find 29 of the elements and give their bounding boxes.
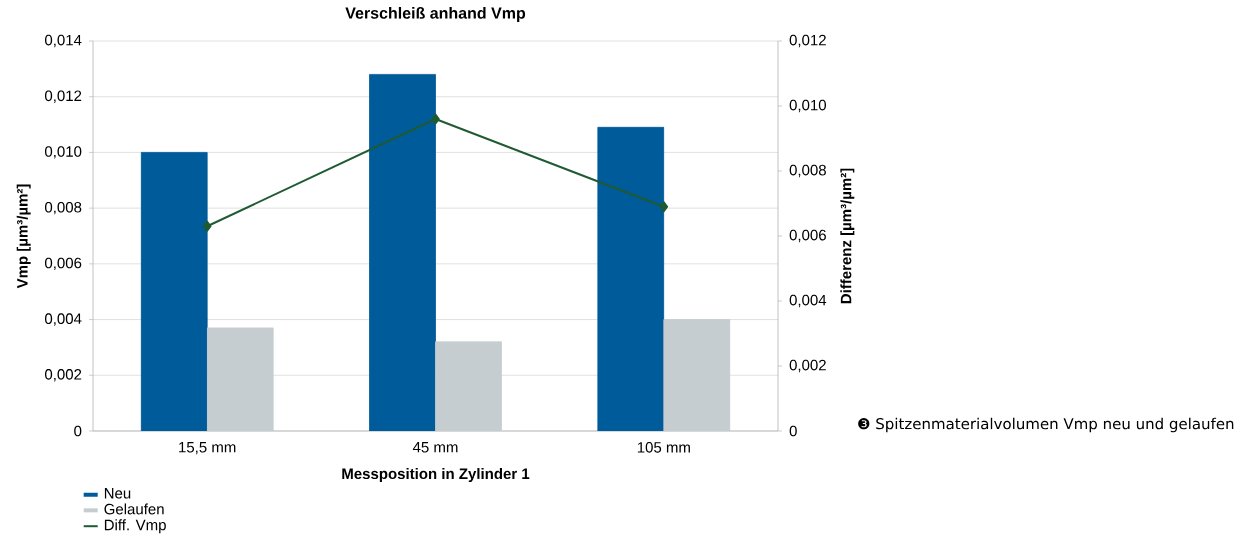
y-axis-title: Vmp [µm³/µm²] xyxy=(16,184,31,289)
y-tick-label: 0,010 xyxy=(45,146,82,159)
y-tick-label: 0,006 xyxy=(45,257,82,271)
y2-tick-label: 0,006 xyxy=(789,229,826,243)
y2-axis-title: Differenz [µm³/µm²] xyxy=(840,168,855,304)
x-tick-label: 15,5 mm xyxy=(179,442,236,455)
x-tick-label: 45 mm xyxy=(412,442,458,453)
y2-tick-label: 0 xyxy=(789,425,797,437)
y2-tick-label: 0,012 xyxy=(789,34,826,48)
legend-label: Neu xyxy=(104,488,131,499)
point xyxy=(659,201,669,213)
y-tick-label: 0,012 xyxy=(45,90,82,103)
legend-label: Diff. Vmp xyxy=(104,519,166,534)
x-tick-label: 105 mm xyxy=(637,442,690,453)
text: ❸ Spitzenmaterialvolumen Vmp neu und gelaufen xyxy=(858,417,1234,433)
y-tick-label: 0,008 xyxy=(45,201,82,215)
y2-tick-label: 0,008 xyxy=(789,164,826,178)
y2-tick-label: 0,010 xyxy=(789,99,827,113)
y-tick-label: 0,014 xyxy=(45,34,82,48)
point xyxy=(431,113,440,125)
y-tick-label: 0 xyxy=(74,425,82,437)
x-axis-title: Messposition in Zylinder 1 xyxy=(342,468,530,482)
point xyxy=(202,220,212,232)
y2-tick-label: 0,004 xyxy=(789,294,827,308)
y-tick-label: 0,004 xyxy=(45,313,82,326)
y2-tick-label: 0,002 xyxy=(789,359,826,373)
legend-label: Gelaufen xyxy=(104,503,164,515)
y-tick-label: 0,002 xyxy=(45,369,82,382)
chart-title: Verschleiß anhand Vmp xyxy=(345,7,526,22)
